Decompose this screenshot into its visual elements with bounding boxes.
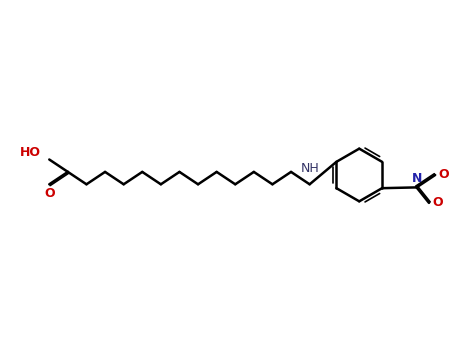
Text: HO: HO <box>20 146 41 159</box>
Text: O: O <box>44 187 55 201</box>
Text: N: N <box>411 172 422 185</box>
Text: O: O <box>432 196 443 209</box>
Text: O: O <box>438 168 449 182</box>
Text: NH: NH <box>300 162 319 175</box>
